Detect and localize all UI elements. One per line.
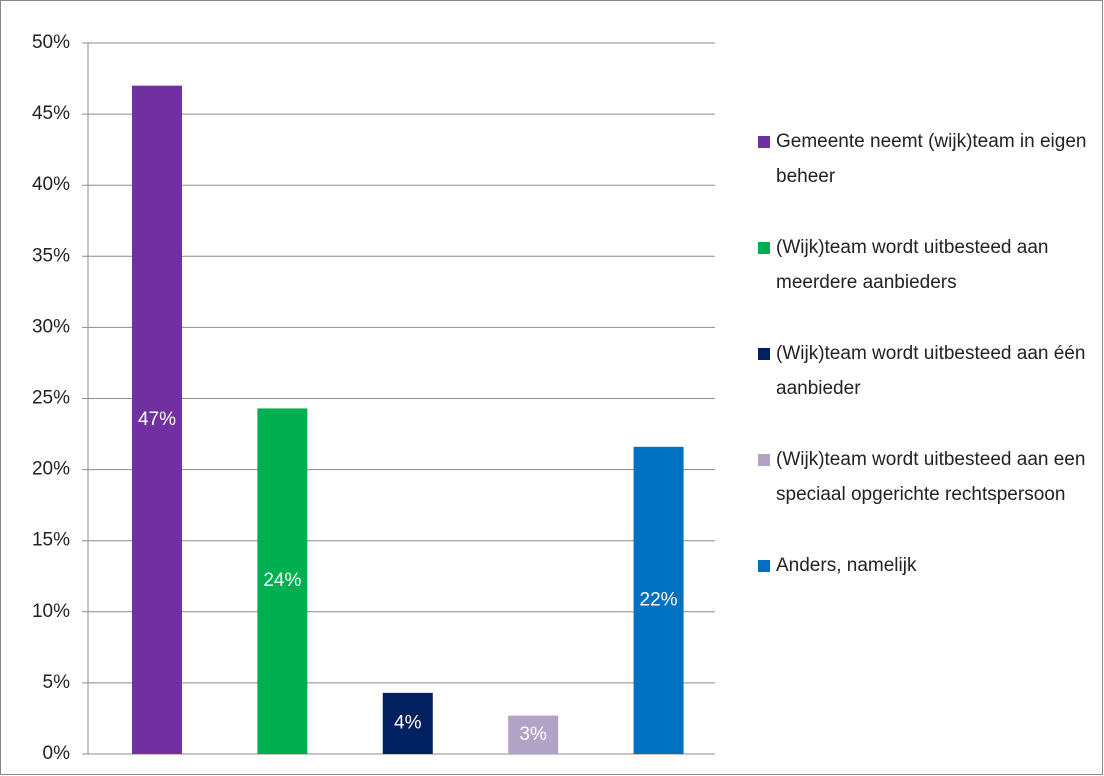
y-tick-label: 35%: [32, 245, 70, 266]
legend-label: (Wijk)team wordt uitbesteed aan meerdere…: [776, 237, 1049, 293]
value-label: 22%: [640, 589, 678, 610]
value-label: 4%: [394, 712, 422, 733]
legend-swatch: [758, 348, 770, 360]
legend-label: Anders, namelijk: [776, 555, 917, 576]
legend-swatch: [758, 560, 770, 572]
y-tick-label: 20%: [32, 459, 70, 480]
value-label: 3%: [519, 724, 547, 745]
legend-label: (Wijk)team wordt uitbesteed aan één aanb…: [776, 343, 1086, 399]
legend: Gemeente neemt (wijk)team in eigen behee…: [756, 124, 1091, 583]
y-tick-label: 40%: [32, 174, 70, 195]
y-tick-label: 15%: [32, 530, 70, 551]
legend-entry: Anders, namelijk: [756, 548, 1091, 583]
y-tick-label: 10%: [32, 601, 70, 622]
bar: [257, 408, 308, 754]
legend-entry: (Wijk)team wordt uitbesteed aan één aanb…: [756, 336, 1091, 406]
bar: [382, 692, 433, 754]
legend-entry: (Wijk)team wordt uitbesteed aan meerdere…: [756, 230, 1091, 300]
legend-swatch: [758, 242, 770, 254]
y-tick-label: 30%: [32, 316, 70, 337]
legend-entry: (Wijk)team wordt uitbesteed aan een spec…: [756, 442, 1091, 512]
y-tick-label: 0%: [43, 743, 71, 764]
legend-entry: Gemeente neemt (wijk)team in eigen behee…: [756, 124, 1091, 194]
legend-swatch: [758, 454, 770, 466]
bar: [633, 446, 684, 754]
y-tick-label: 5%: [43, 672, 71, 693]
value-label: 24%: [263, 570, 301, 591]
y-tick-label: 25%: [32, 388, 70, 409]
legend-label: Gemeente neemt (wijk)team in eigen behee…: [776, 131, 1087, 187]
value-label: 47%: [138, 409, 176, 430]
bar: [131, 85, 182, 754]
legend-swatch: [758, 136, 770, 148]
y-tick-label: 45%: [32, 103, 70, 124]
y-tick-label: 50%: [32, 32, 70, 53]
bar: [508, 715, 559, 754]
legend-label: (Wijk)team wordt uitbesteed aan een spec…: [776, 449, 1086, 505]
